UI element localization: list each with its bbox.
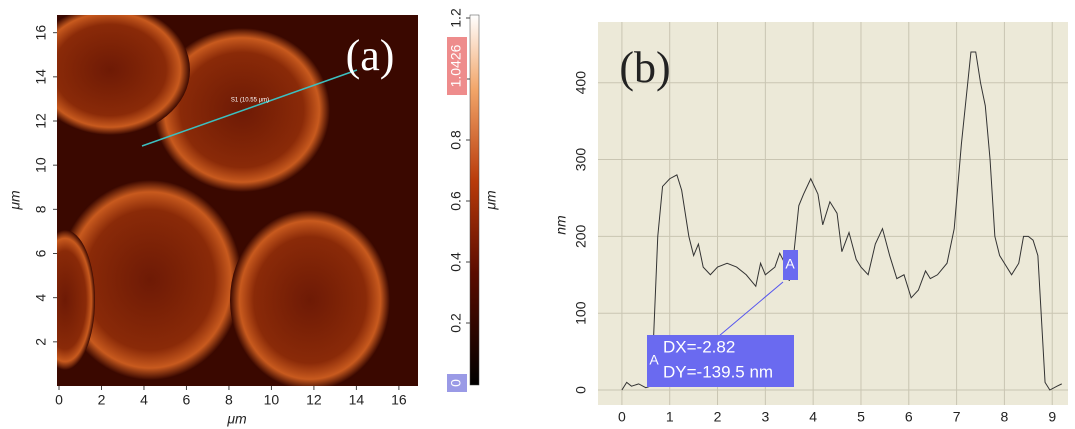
x-tick-label: 9	[1048, 409, 1056, 425]
x-tick-label: 6	[183, 392, 191, 408]
colorbar-tick-label: 0.4	[448, 252, 464, 272]
y-tick-label: 12	[33, 113, 49, 129]
x-tick-label: 3	[761, 409, 769, 425]
colorbar-tick-label: 1.2	[448, 8, 464, 28]
x-tick-label: 6	[905, 409, 913, 425]
colorbar-marker-label: 0	[448, 379, 464, 387]
x-tick-label: 4	[140, 392, 148, 408]
measure-box	[647, 335, 794, 387]
x-tick-label: 16	[391, 392, 407, 408]
colorbar-tick-label: 0.8	[448, 130, 464, 150]
colorbar-tick-label: 0.2	[448, 313, 464, 333]
y-tick-label: 400	[573, 71, 589, 95]
dx-label: DX=-2.82	[663, 337, 735, 356]
panel-title: (b)	[619, 43, 670, 92]
y-tick-label: 10	[33, 157, 49, 173]
y-axis-label: nm	[553, 215, 569, 235]
profile-label: S1 (10.55 μm)	[231, 98, 269, 104]
y-tick-label: 14	[33, 69, 49, 85]
x-tick-label: 12	[306, 392, 322, 408]
x-tick-label: 0	[618, 409, 626, 425]
marker-box	[783, 250, 798, 280]
y-axis-label: μm	[7, 190, 23, 211]
colorbar-label: μm	[483, 190, 499, 211]
marker-label: A	[785, 256, 795, 272]
colorbar	[469, 14, 480, 386]
colorbar-marker	[447, 374, 467, 392]
profile-line	[141, 69, 358, 147]
x-axis-label: μm	[226, 411, 247, 427]
x-tick-label: 0	[55, 392, 63, 408]
y-tick-label: 2	[33, 338, 49, 346]
y-tick-label: 6	[33, 249, 49, 257]
x-tick-label: 1	[666, 409, 674, 425]
afm-image	[57, 15, 418, 386]
x-tick-label: 14	[349, 392, 365, 408]
x-tick-label: 2	[98, 392, 106, 408]
colorbar-marker	[447, 37, 467, 96]
x-tick-label: 2	[714, 409, 722, 425]
y-tick-label: 4	[33, 294, 49, 302]
y-tick-label: 100	[573, 301, 589, 325]
x-tick-label: 8	[1001, 409, 1009, 425]
x-tick-label: 10	[264, 392, 280, 408]
y-tick-label: 300	[573, 148, 589, 172]
y-tick-label: 16	[33, 25, 49, 41]
y-tick-label: 0	[573, 386, 589, 394]
x-tick-label: 7	[953, 409, 961, 425]
colorbar-marker-label: 1.0426	[448, 44, 464, 87]
y-tick-label: 200	[573, 224, 589, 248]
profile-curve	[621, 51, 1062, 391]
colorbar-tick-label: 0.6	[448, 191, 464, 211]
marker-label: A	[649, 352, 659, 368]
x-tick-label: 8	[225, 392, 233, 408]
x-tick-label: 5	[857, 409, 865, 425]
dy-label: DY=-139.5 nm	[663, 362, 773, 381]
x-tick-label: 4	[809, 409, 817, 425]
panel-title: (a)	[346, 31, 395, 80]
y-tick-label: 8	[33, 205, 49, 213]
